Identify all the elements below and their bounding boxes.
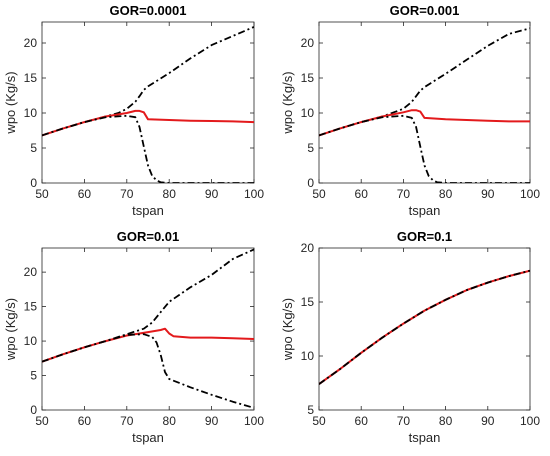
subplot-2: 50 60 70 80 90 100 0 5 10 15 20 GOR=0.001 tspan wpo (… — [280, 3, 540, 218]
x-tick-label: 90 — [481, 414, 495, 428]
x-tick-label: 60 — [78, 414, 92, 428]
x-axis-label: tspan — [409, 203, 441, 218]
y-tick-label: 15 — [301, 71, 315, 85]
x-tick-label: 60 — [355, 414, 369, 428]
y-tick-label: 0 — [307, 176, 314, 190]
y-tick-label: 10 — [301, 349, 315, 363]
y-axis-label: wpo (Kg/s) — [280, 298, 295, 361]
x-tick-label: 50 — [312, 414, 326, 428]
x-tick-label: 100 — [520, 187, 540, 201]
x-tick-label: 100 — [520, 414, 540, 428]
subplot-3: 50 60 70 80 90 100 0 5 10 15 20 GOR=0.01 tspan wpo (K… — [3, 229, 264, 445]
y-tick-label: 15 — [24, 71, 38, 85]
plot-area — [42, 248, 254, 410]
x-tick-label: 90 — [205, 187, 219, 201]
y-tick-label: 10 — [301, 106, 315, 120]
x-tick-label: 80 — [163, 414, 177, 428]
x-tick-label: 50 — [35, 187, 49, 201]
y-tick-label: 20 — [24, 36, 38, 50]
subplot-1: 50 60 70 80 90 100 0 5 10 15 20 GOR=0.0001 tspan wpo … — [3, 3, 264, 218]
y-tick-label: 20 — [24, 265, 38, 279]
x-tick-label: 70 — [397, 187, 411, 201]
x-tick-label: 50 — [312, 187, 326, 201]
x-tick-label: 90 — [481, 187, 495, 201]
plot-area — [319, 248, 530, 410]
chart-title: GOR=0.01 — [117, 229, 180, 244]
x-tick-label: 100 — [244, 187, 264, 201]
y-axis-label: wpo (Kg/s) — [3, 298, 18, 361]
y-tick-label: 5 — [30, 141, 37, 155]
y-tick-label: 20 — [301, 241, 315, 255]
y-tick-label: 10 — [24, 106, 38, 120]
x-axis-label: tspan — [132, 430, 164, 445]
x-tick-label: 70 — [120, 414, 134, 428]
subplot-4: 50 60 70 80 90 100 5 10 15 20 GOR=0.1 tspan wpo (Kg/… — [280, 229, 540, 445]
chart-title: GOR=0.0001 — [110, 3, 187, 18]
x-tick-label: 50 — [35, 414, 49, 428]
y-tick-label: 5 — [307, 403, 314, 417]
x-tick-label: 60 — [78, 187, 92, 201]
x-tick-label: 80 — [163, 187, 177, 201]
x-tick-label: 90 — [205, 414, 219, 428]
x-tick-label: 80 — [439, 414, 453, 428]
chart-title: GOR=0.1 — [397, 229, 452, 244]
x-axis-label: tspan — [132, 203, 164, 218]
y-tick-label: 0 — [30, 403, 37, 417]
x-tick-label: 70 — [120, 187, 134, 201]
y-tick-label: 10 — [24, 334, 38, 348]
y-tick-label: 20 — [301, 36, 315, 50]
y-axis-label: wpo (Kg/s) — [3, 71, 18, 134]
y-tick-label: 15 — [301, 295, 315, 309]
plot-area — [42, 22, 254, 183]
y-tick-label: 5 — [307, 141, 314, 155]
plot-area — [319, 22, 530, 183]
x-tick-label: 70 — [397, 414, 411, 428]
chart-title: GOR=0.001 — [390, 3, 460, 18]
y-tick-label: 15 — [24, 300, 38, 314]
y-tick-label: 0 — [30, 176, 37, 190]
x-tick-label: 80 — [439, 187, 453, 201]
x-tick-label: 100 — [244, 414, 264, 428]
x-tick-label: 60 — [355, 187, 369, 201]
y-tick-label: 5 — [30, 369, 37, 383]
y-axis-label: wpo (Kg/s) — [280, 71, 295, 134]
x-axis-label: tspan — [409, 430, 441, 445]
